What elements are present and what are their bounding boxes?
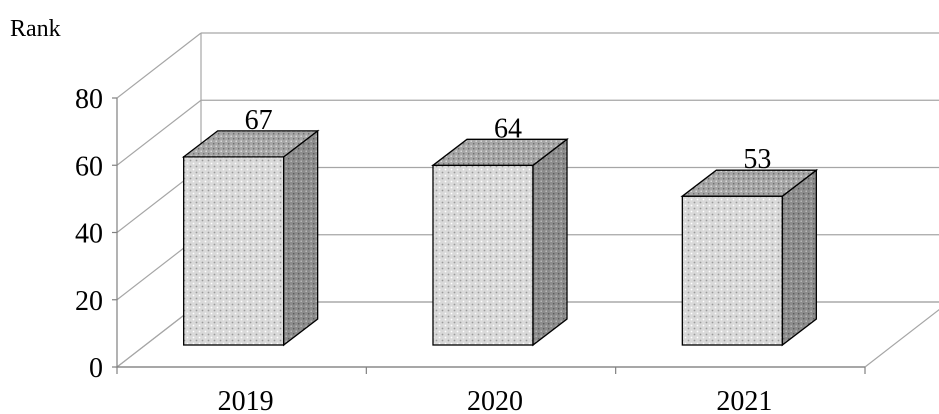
y-tick-label: 80: [75, 84, 103, 115]
bar-front: [432, 164, 534, 346]
bars: [181, 129, 819, 347]
y-axis-title: Rank: [10, 16, 61, 42]
bar: [680, 168, 819, 347]
gridline-side: [116, 99, 202, 166]
x-tick-label: 2019: [218, 386, 274, 414]
bar-side: [283, 129, 319, 347]
data-label: 64: [494, 113, 522, 144]
y-tick-label: 60: [75, 151, 103, 182]
x-tick-label: 2020: [467, 386, 523, 414]
data-label: 67: [245, 105, 273, 136]
y-axis-ticks: 0 20 40 60 80: [75, 84, 103, 384]
data-label: 53: [743, 144, 771, 175]
bar-top: [181, 130, 320, 158]
bar: [431, 137, 569, 347]
x-tick-label: 2021: [716, 386, 772, 414]
x-axis-ticks: 2019 2020 2021: [218, 386, 773, 414]
bar-side: [781, 168, 817, 347]
y-tick-label: 40: [75, 219, 103, 250]
bar-top: [431, 138, 569, 166]
bar-top: [680, 169, 819, 197]
y-tick-label: 20: [75, 286, 103, 317]
bar: [181, 129, 320, 347]
data-labels: 67 64 53: [245, 105, 772, 175]
bar-front: [183, 156, 285, 346]
bar-front: [681, 195, 783, 346]
y-tick-label: 0: [89, 353, 103, 384]
bar-side: [532, 137, 568, 347]
gridline-side: [116, 32, 202, 99]
